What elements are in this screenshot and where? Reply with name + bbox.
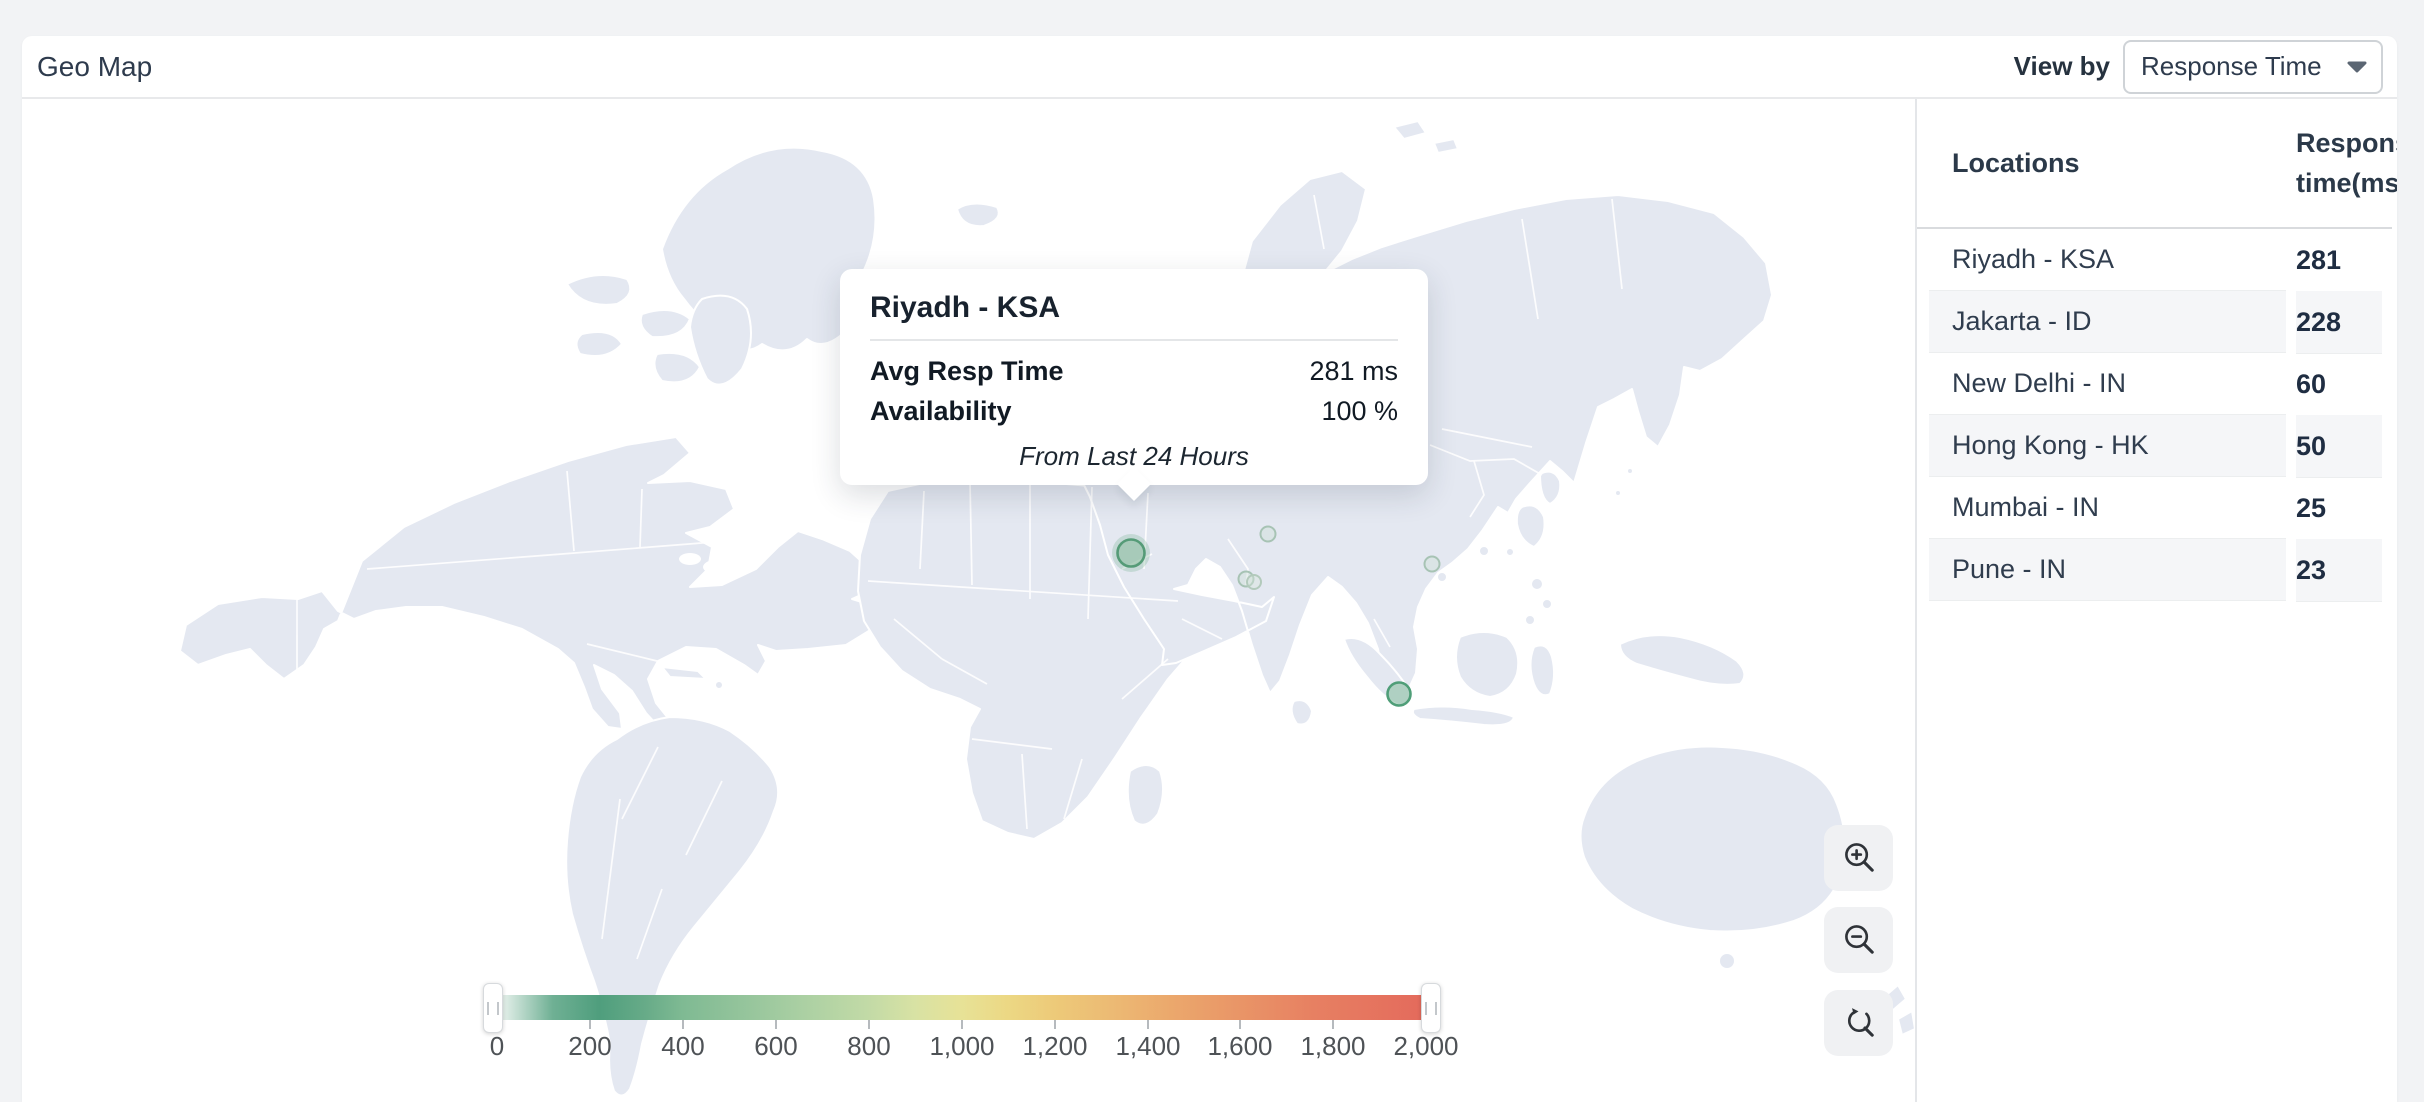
legend-tick-label: 600 <box>754 1031 798 1061</box>
table-row[interactable]: Mumbai - IN 25 <box>1917 477 2397 540</box>
marker-hong-kong[interactable] <box>1423 555 1441 573</box>
reset-zoom-button[interactable] <box>1824 990 1893 1056</box>
legend-tick <box>1332 1020 1334 1029</box>
table-header-divider <box>1917 227 2392 229</box>
legend-tick-label: 1,800 <box>1300 1031 1366 1061</box>
view-by-select[interactable]: Response Time <box>2123 39 2383 94</box>
location-cell: Hong Kong - HK <box>1929 415 2286 477</box>
zoom-out-button[interactable] <box>1824 907 1893 973</box>
view-by-label: View by <box>2013 51 2110 81</box>
panel-header: Geo Map View by Response Time <box>22 36 2397 99</box>
legend-tick-label: 200 <box>568 1031 612 1061</box>
legend-tick <box>1054 1020 1056 1029</box>
grip-icon <box>487 1001 499 1015</box>
geo-map-panel: Geo Map View by Response Time <box>22 36 2397 1102</box>
location-cell: Riyadh - KSA <box>1929 229 2286 291</box>
marker-jakarta[interactable] <box>1386 681 1412 707</box>
tooltip-metric-label: Avg Resp Time <box>870 355 1064 386</box>
value-cell: 60 <box>2296 353 2382 416</box>
column-header-locations: Locations <box>1952 147 2080 178</box>
marker-new-delhi[interactable] <box>1259 525 1277 543</box>
location-cell: Mumbai - IN <box>1929 477 2286 539</box>
legend-tick <box>961 1020 963 1029</box>
legend-tick <box>1147 1020 1149 1029</box>
value-cell: 228 <box>2296 291 2382 354</box>
locations-table: Locations Response time(ms) Riyadh - KSA… <box>1915 99 2397 1102</box>
legend-tick-label: 1,600 <box>1207 1031 1273 1061</box>
zoom-in-icon <box>1841 839 1877 878</box>
zoom-out-icon <box>1841 921 1877 960</box>
table-row[interactable]: Hong Kong - HK 50 <box>1917 415 2397 478</box>
table-row[interactable]: Pune - IN 23 <box>1917 539 2397 602</box>
tooltip-metric-label: Availability <box>870 395 1012 426</box>
map-tooltip: Riyadh - KSA Avg Resp Time 281 ms Availa… <box>840 269 1428 485</box>
tooltip-metric-value: 100 % <box>1321 395 1398 426</box>
legend-min-handle[interactable] <box>483 983 503 1033</box>
tooltip-metric-row: Availability 100 % <box>870 391 1398 431</box>
legend-tick-label: 1,000 <box>929 1031 995 1061</box>
legend-tick <box>1239 1020 1241 1029</box>
legend-tick-label: 1,400 <box>1115 1031 1181 1061</box>
value-cell: 23 <box>2296 539 2382 602</box>
view-by-selected-value: Response Time <box>2141 51 2322 81</box>
location-cell: Pune - IN <box>1929 539 2286 601</box>
reset-zoom-icon <box>1841 1004 1877 1043</box>
value-cell: 25 <box>2296 477 2382 540</box>
marker-riyadh[interactable] <box>1112 534 1150 572</box>
legend-tick-label: 2,000 <box>1393 1031 1459 1061</box>
table-row[interactable]: Jakarta - ID 228 <box>1917 291 2397 354</box>
world-map[interactable] <box>22 99 1915 1102</box>
grip-icon <box>1425 1001 1437 1015</box>
table-row[interactable]: Riyadh - KSA 281 <box>1917 229 2397 292</box>
legend-tick <box>682 1020 684 1029</box>
tooltip-divider <box>870 339 1398 341</box>
tooltip-metric-row: Avg Resp Time 281 ms <box>870 351 1398 391</box>
legend-tick-label: 0 <box>489 1031 505 1061</box>
table-row[interactable]: New Delhi - IN 60 <box>1917 353 2397 416</box>
tooltip-location-title: Riyadh - KSA <box>870 291 1061 324</box>
value-cell: 281 <box>2296 229 2382 292</box>
column-header-response-time: Response time(ms) <box>2296 128 2397 198</box>
location-cell: New Delhi - IN <box>1929 353 2286 415</box>
legend-tick-label: 1,200 <box>1022 1031 1088 1061</box>
value-cell: 50 <box>2296 415 2382 478</box>
legend-tick <box>868 1020 870 1029</box>
legend-tick <box>589 1020 591 1029</box>
legend-tick <box>775 1020 777 1029</box>
marker-pune[interactable] <box>1246 574 1262 590</box>
legend-max-handle[interactable] <box>1421 983 1441 1033</box>
legend-tick-label: 800 <box>847 1031 891 1061</box>
legend-gradient-bar <box>497 995 1425 1020</box>
zoom-in-button[interactable] <box>1824 825 1893 891</box>
map-area: Riyadh - KSA Avg Resp Time 281 ms Availa… <box>22 99 2397 1102</box>
legend-tick-label: 400 <box>661 1031 705 1061</box>
tooltip-metric-value: 281 ms <box>1309 355 1398 386</box>
location-cell: Jakarta - ID <box>1929 291 2286 353</box>
table-header-row: Locations Response time(ms) <box>1917 99 2397 227</box>
tooltip-footnote: From Last 24 Hours <box>1019 441 1249 471</box>
chevron-down-icon <box>2347 61 2367 73</box>
page-title: Geo Map <box>37 50 153 82</box>
